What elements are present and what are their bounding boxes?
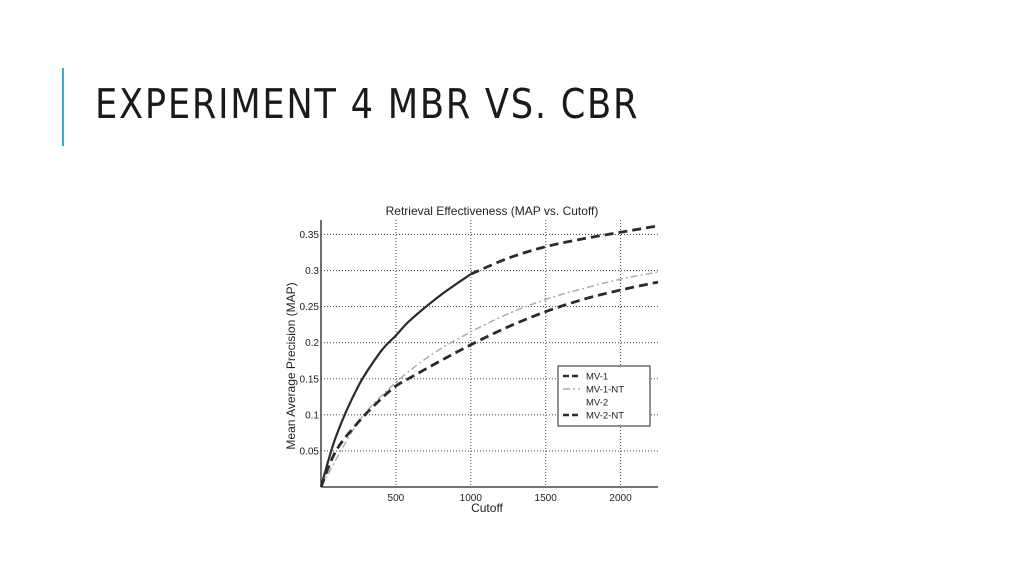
slide-title: EXPERIMENT 4 MBR VS. CBR (95, 80, 640, 128)
x-axis-label: Cutoff (471, 501, 503, 515)
y-tick-label: 0.1 (305, 410, 319, 421)
series-line-mv-2-nt (319, 280, 659, 488)
y-tick-label: 0.05 (300, 446, 320, 457)
y-tick-label: 0.2 (305, 338, 319, 349)
x-tick-label: 1500 (535, 493, 558, 504)
series-lines (319, 224, 659, 488)
legend-entry: MV-1 (586, 372, 608, 383)
legend-entry: MV-2 (586, 398, 608, 409)
y-tick-label: 0.35 (300, 230, 320, 241)
tick-labels: 500 1000 1500 2000 0.05 0.1 0.15 0.2 0.25 0.3 0.35 (300, 230, 633, 504)
y-tick-label: 0.3 (305, 266, 319, 277)
legend-entry: MV-1-NT (586, 385, 624, 396)
y-tick-label: 0.25 (300, 302, 320, 313)
legend: MV-1 MV-1-NT MV-2 MV-2-NT (557, 365, 651, 427)
chart-axes (320, 220, 658, 488)
y-axis-label: Mean Average Precision (MAP) (284, 282, 298, 449)
x-tick-label: 500 (388, 493, 405, 504)
x-tick-label: 1000 (460, 493, 483, 504)
y-tick-label: 0.15 (300, 374, 320, 385)
legend-entry: MV-2-NT (586, 411, 624, 422)
map-vs-cutoff-chart: Retrieval Effectiveness (MAP vs. Cutoff)… (284, 204, 659, 515)
series-line-mv-2 (319, 273, 472, 488)
chart-title: Retrieval Effectiveness (MAP vs. Cutoff) (386, 204, 599, 218)
series-line-mv-1 (470, 224, 659, 276)
x-tick-label: 2000 (609, 493, 632, 504)
grid-lines (321, 220, 658, 487)
title-accent-bar (62, 68, 64, 146)
